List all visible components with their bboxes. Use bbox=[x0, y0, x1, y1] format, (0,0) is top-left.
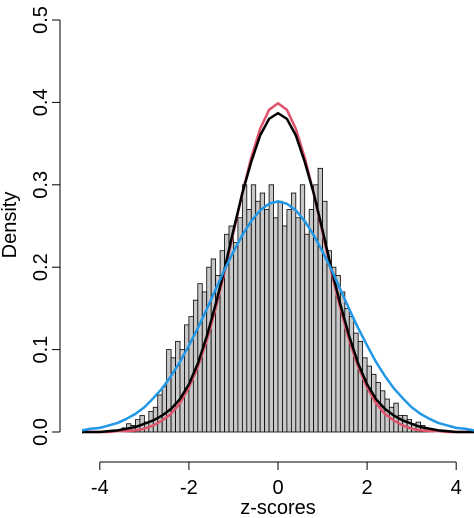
histogram-bar bbox=[175, 340, 181, 433]
histogram-bar bbox=[161, 386, 168, 433]
x-tick-label: -2 bbox=[180, 477, 198, 499]
histogram-bar bbox=[206, 266, 212, 433]
y-tick-label: 0.3 bbox=[30, 171, 52, 199]
x-tick-label: 4 bbox=[451, 477, 462, 499]
histogram-bar bbox=[366, 365, 372, 433]
x-tick-label: 0 bbox=[272, 477, 283, 499]
histogram-bar bbox=[353, 332, 359, 433]
histogram-bar bbox=[362, 357, 368, 433]
histogram-bar bbox=[313, 184, 319, 433]
density-curve bbox=[82, 111, 474, 434]
histogram-bar bbox=[210, 258, 217, 433]
histogram-bar bbox=[166, 349, 172, 433]
histogram-bar bbox=[259, 192, 266, 433]
histogram-bar bbox=[273, 217, 279, 433]
histogram-bar bbox=[233, 242, 239, 433]
density-curve bbox=[82, 101, 474, 434]
x-axis-label: z-scores bbox=[240, 497, 316, 518]
histogram-bar bbox=[241, 184, 248, 433]
histogram-bar bbox=[317, 167, 323, 433]
density-curve bbox=[81, 200, 474, 432]
histogram-bar bbox=[237, 217, 243, 433]
x-tick-label: -4 bbox=[91, 477, 109, 499]
y-tick-label: 0.5 bbox=[30, 6, 52, 34]
histogram-bar bbox=[268, 184, 274, 433]
histogram-bar bbox=[246, 209, 252, 433]
histogram-bar bbox=[282, 225, 288, 433]
histogram-bar bbox=[326, 250, 332, 433]
histogram-bar bbox=[348, 316, 355, 433]
y-tick-label: 0.4 bbox=[30, 88, 52, 116]
y-tick-label: 0.1 bbox=[30, 336, 52, 364]
histogram-bar bbox=[286, 209, 292, 433]
y-axis-label: Density bbox=[0, 192, 21, 259]
y-tick-label: 0.2 bbox=[30, 253, 52, 281]
histogram-bar bbox=[264, 209, 270, 433]
histogram-bar bbox=[277, 200, 283, 433]
histogram-bar bbox=[308, 209, 315, 433]
histogram-bar bbox=[402, 415, 408, 433]
histogram-bar bbox=[295, 217, 301, 433]
histogram-bar bbox=[184, 324, 190, 433]
y-tick-label: 0.0 bbox=[30, 418, 52, 446]
histogram-bar bbox=[304, 233, 310, 433]
histogram-bar bbox=[157, 394, 163, 433]
x-tick-label: 2 bbox=[362, 477, 373, 499]
histogram-bar bbox=[357, 340, 364, 433]
histogram-bar bbox=[255, 200, 261, 433]
histogram-bar bbox=[290, 192, 297, 433]
